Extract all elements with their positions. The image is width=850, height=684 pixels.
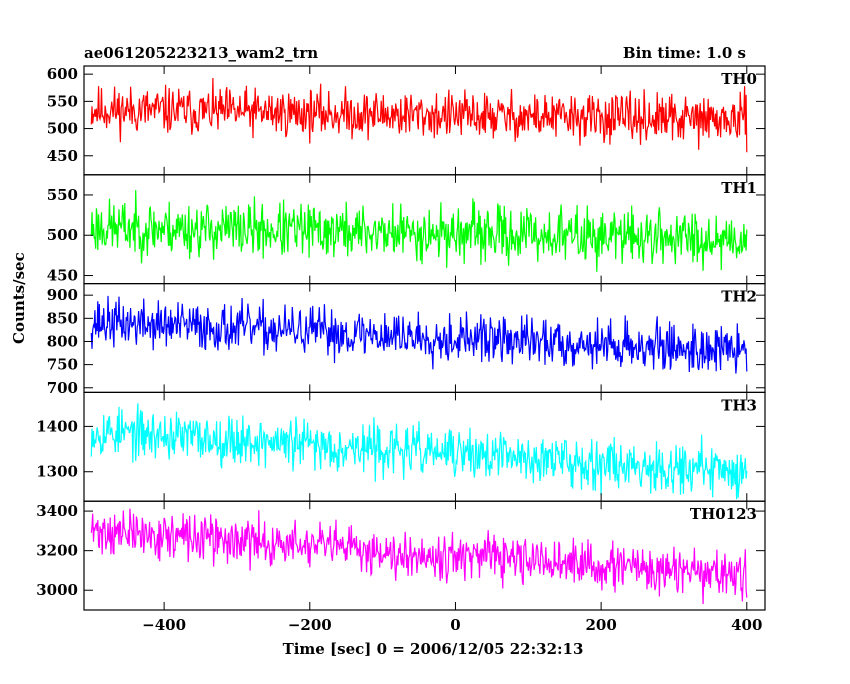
y-tick-label: 550	[47, 186, 78, 204]
y-axis-label: Counts/sec	[10, 252, 28, 344]
panel-frame-th0123	[83, 500, 766, 611]
x-tick-label: −200	[288, 616, 332, 634]
y-tick-label: 3000	[36, 581, 78, 599]
y-tick-label: 450	[47, 147, 78, 165]
series-label-th3: TH3	[721, 396, 757, 414]
y-tick-label: 3400	[36, 502, 78, 520]
y-tick-label: 750	[47, 356, 78, 374]
y-tick-label: 1400	[36, 417, 78, 435]
y-tick-label: 850	[47, 309, 78, 327]
y-tick-label: 600	[47, 65, 78, 83]
series-line-th0123	[90, 508, 748, 605]
x-tick-label: −400	[142, 616, 186, 634]
x-tick-label: 0	[450, 616, 460, 634]
series-label-th2: TH2	[721, 288, 757, 306]
y-tick-label: 450	[47, 267, 78, 285]
panel-frame-th3	[83, 391, 766, 502]
y-tick-label: 550	[47, 92, 78, 110]
series-line-th3	[90, 403, 748, 500]
y-tick-label: 500	[47, 120, 78, 138]
y-tick-label: 900	[47, 286, 78, 304]
y-tick-label: 800	[47, 332, 78, 350]
series-label-th0123: TH0123	[690, 505, 757, 523]
panel-frame-th2	[83, 283, 766, 394]
y-tick-label: 700	[47, 379, 78, 397]
plot-title: ae061205223213_wam2_trn	[84, 44, 319, 62]
x-tick-label: 200	[585, 616, 616, 634]
y-tick-label: 3200	[36, 542, 78, 560]
series-label-th1: TH1	[721, 179, 757, 197]
bin-time-label: Bin time: 1.0 s	[622, 44, 746, 62]
x-tick-label: 400	[731, 616, 762, 634]
series-line-th1	[90, 190, 748, 272]
x-axis-label: Time [sec] 0 = 2006/12/05 22:32:13	[282, 640, 584, 658]
series-label-th0: TH0	[721, 70, 757, 88]
series-line-th2	[90, 295, 748, 374]
series-line-th0	[90, 77, 748, 153]
y-tick-label: 500	[47, 226, 78, 244]
y-tick-label: 1300	[36, 463, 78, 481]
